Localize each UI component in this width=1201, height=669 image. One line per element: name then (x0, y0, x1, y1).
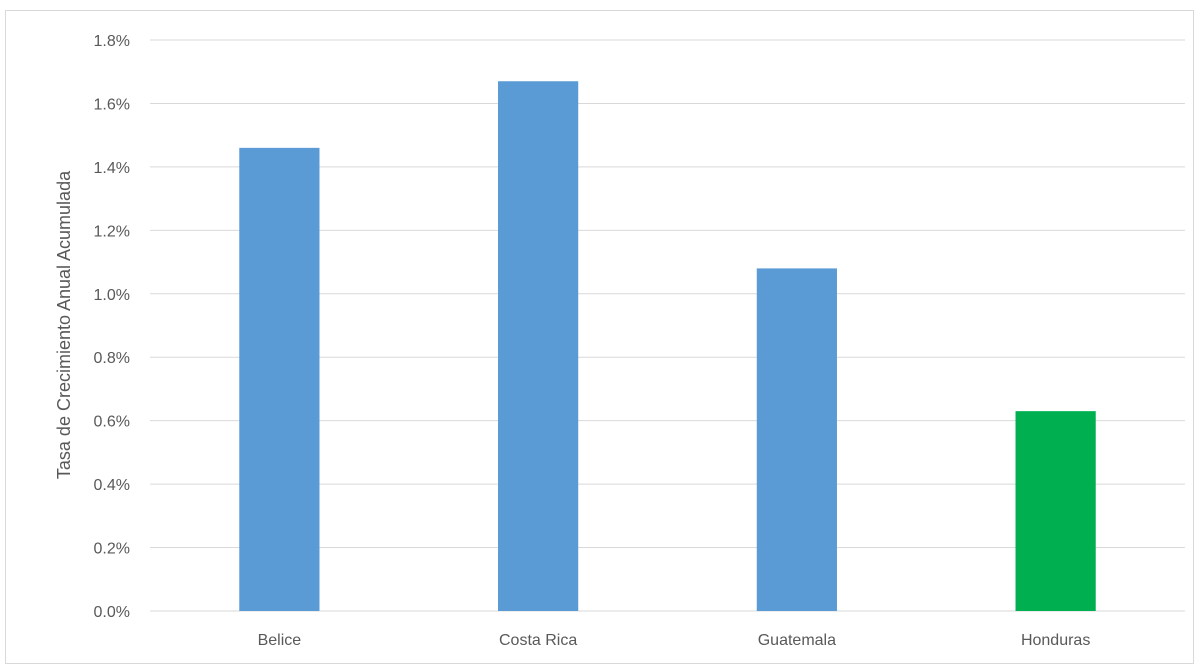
x-tick-label: Guatemala (758, 632, 836, 649)
y-tick-label: 0.6% (94, 414, 130, 431)
chart-frame (5, 10, 1194, 664)
bar-guatemala (756, 268, 837, 611)
bar-belice (239, 147, 320, 611)
y-axis-tick-labels: 0.0% 0.2% 0.4% 0.6% 0.8% 1.0% 1.2% 1.4% 1.6% 1.8% (94, 33, 130, 621)
y-tick-label: 0.4% (94, 477, 130, 494)
y-tick-label: 1.0% (94, 287, 130, 304)
bars (239, 81, 1096, 611)
gridlines (150, 39, 1185, 612)
x-tick-label: Costa Rica (499, 632, 577, 649)
y-tick-label: 0.2% (94, 541, 130, 558)
y-tick-label: 1.4% (94, 160, 130, 177)
y-axis-title: Tasa de Crecimiento Anual Acumulada (54, 170, 74, 479)
y-tick-label: 1.8% (94, 33, 130, 50)
bar-honduras (1015, 411, 1096, 611)
y-tick-label: 1.6% (94, 96, 130, 113)
x-tick-label: Honduras (1021, 632, 1090, 649)
y-tick-label: 0.0% (94, 604, 130, 621)
x-tick-label: Belice (258, 632, 302, 649)
y-tick-label: 0.8% (94, 350, 130, 367)
x-axis-tick-labels: Belice Costa Rica Guatemala Honduras (258, 632, 1091, 649)
bar-costa-rica (498, 81, 579, 611)
y-tick-label: 1.2% (94, 223, 130, 240)
